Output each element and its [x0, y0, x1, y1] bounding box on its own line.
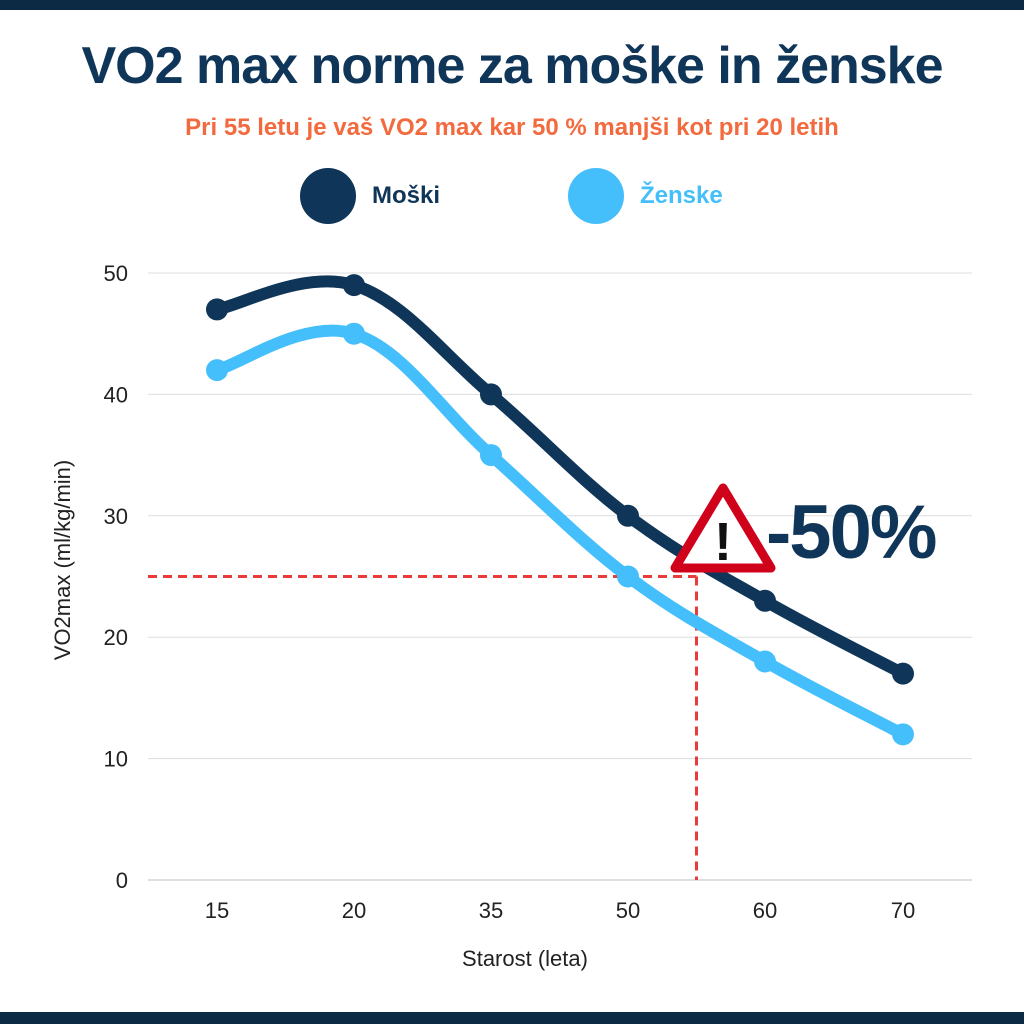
- bottom-border: [0, 1012, 1024, 1024]
- y-tick-label: 40: [104, 382, 128, 407]
- data-point-men: [754, 589, 776, 612]
- warning-triangle-icon: [670, 483, 776, 573]
- y-tick-label: 20: [104, 625, 128, 650]
- chart-title: VO2 max norme za moške in ženske: [81, 37, 943, 95]
- y-tick-label: 0: [116, 868, 128, 893]
- data-point-women: [754, 650, 776, 673]
- legend-label-men: Moški: [372, 182, 441, 209]
- warning-exclamation-icon: !: [714, 512, 732, 572]
- data-point-women: [206, 359, 228, 382]
- data-point-men: [480, 383, 502, 406]
- data-point-women: [480, 444, 502, 467]
- legend-item-women: Ženske: [568, 168, 723, 224]
- x-tick-label: 70: [891, 898, 915, 923]
- x-tick-label: 15: [205, 898, 229, 923]
- legend-item-men: Moški: [300, 168, 440, 224]
- x-tick-label: 20: [342, 898, 366, 923]
- data-point-men: [343, 274, 365, 297]
- series-line-men: [211, 275, 909, 680]
- annotation-label: -50%: [766, 490, 936, 575]
- x-tick-label: 50: [616, 898, 640, 923]
- y-tick-label: 50: [104, 261, 128, 286]
- x-axis-label: Starost (leta): [462, 946, 588, 971]
- y-tick-label: 10: [104, 747, 128, 772]
- data-point-men: [892, 662, 914, 685]
- x-tick-label: 35: [479, 898, 503, 923]
- chart-subtitle: Pri 55 letu je vaš VO2 max kar 50 % manj…: [185, 114, 839, 141]
- x-tick-label: 60: [753, 898, 777, 923]
- legend-swatch-men: [300, 168, 356, 224]
- data-point-men: [617, 504, 639, 527]
- series-line-women: [211, 324, 909, 741]
- legend-label-women: Ženske: [640, 182, 723, 209]
- data-point-men: [206, 298, 228, 321]
- y-axis-label: VO2max (ml/kg/min): [50, 460, 75, 660]
- data-point-women: [343, 322, 365, 345]
- y-tick-label: 30: [104, 504, 128, 529]
- data-point-women: [617, 565, 639, 588]
- data-point-women: [892, 723, 914, 746]
- top-border: [0, 0, 1024, 10]
- legend-swatch-women: [568, 168, 624, 224]
